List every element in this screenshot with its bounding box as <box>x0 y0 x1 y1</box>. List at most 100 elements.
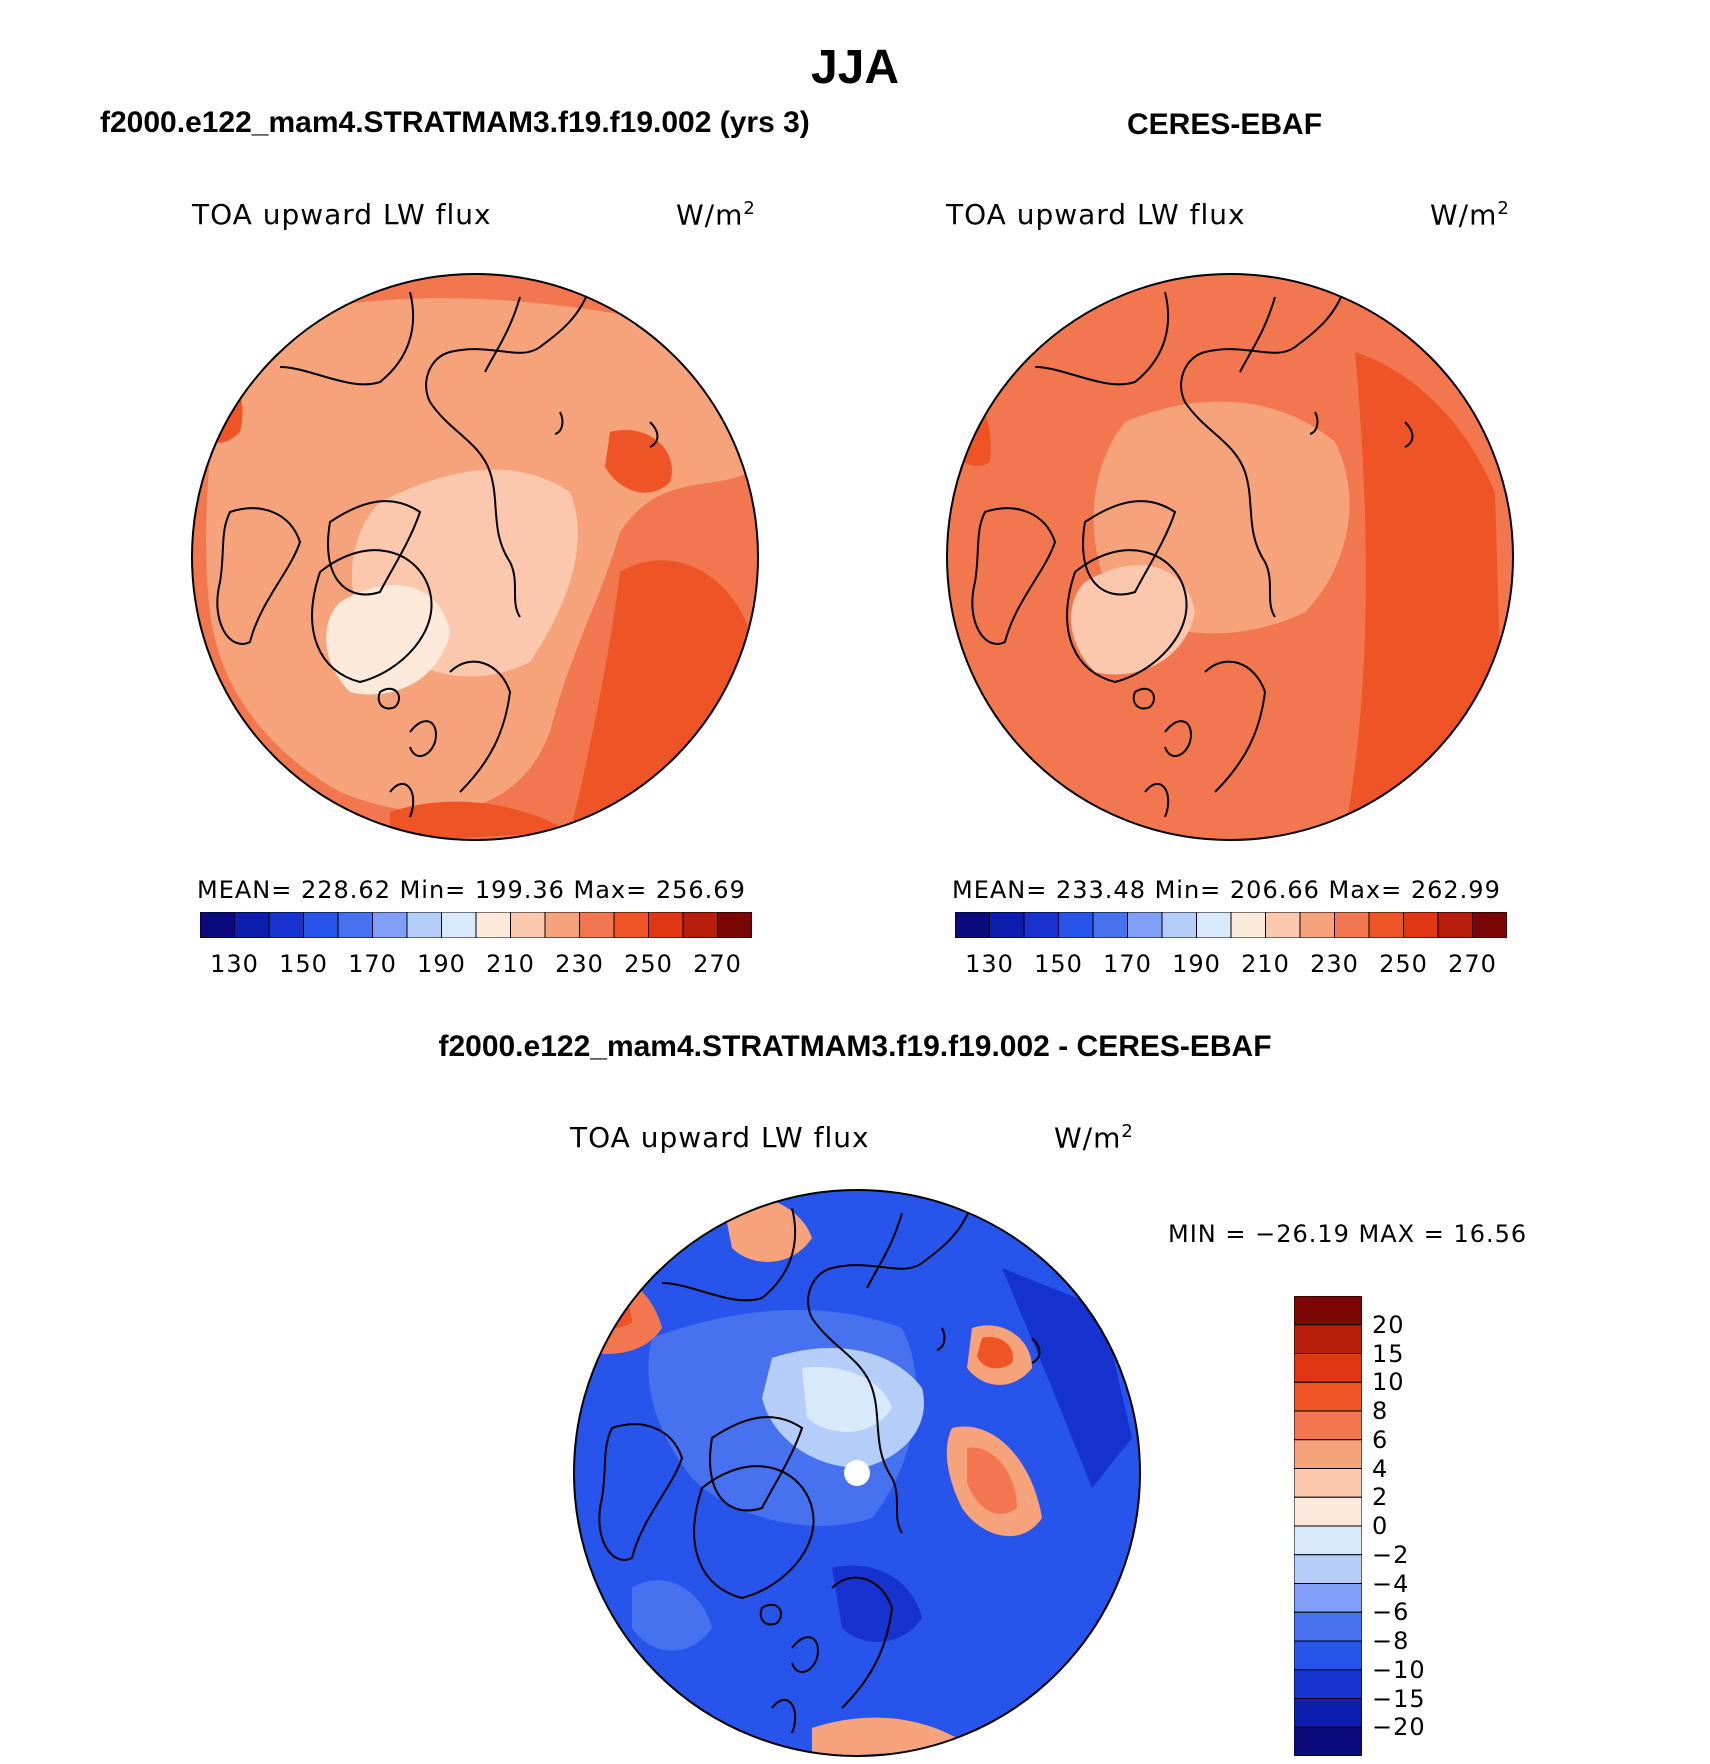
colorbar-swatch <box>1023 912 1059 938</box>
panel-model-units: W/m2 <box>676 198 756 232</box>
panel-obs-variable: TOA upward LW flux <box>946 198 1246 231</box>
colorbar-swatch <box>1294 1353 1362 1383</box>
colorbar-obs-labels: 130 150 170 190 210 230 250 270 <box>955 950 1507 980</box>
colorbar-swatch <box>510 912 546 938</box>
colorbar-swatch <box>234 912 270 938</box>
colorbar-swatch <box>1161 912 1197 938</box>
figure-title: JJA <box>810 41 900 94</box>
difference-title: f2000.e122_mam4.STRATMAM3.f19.f19.002 - … <box>438 1030 1272 1063</box>
colorbar-swatch <box>1368 912 1404 938</box>
panel-obs-title: CERES-EBAF <box>1127 108 1323 141</box>
colorbar-tick-label: 20 <box>1372 1310 1405 1339</box>
colorbar-swatch <box>372 912 408 938</box>
colorbar-tick-label: 250 <box>624 950 673 978</box>
colorbar-swatch <box>1294 1669 1362 1699</box>
colorbar-swatch <box>303 912 339 938</box>
colorbar-model-labels: 130 150 170 190 210 230 250 270 <box>200 950 752 980</box>
colorbar-swatch <box>1092 912 1128 938</box>
colorbar-swatch <box>1294 1439 1362 1469</box>
colorbar-tick-label: 4 <box>1372 1454 1389 1483</box>
colorbar-swatch <box>1294 1583 1362 1613</box>
colorbar-swatch <box>406 912 442 938</box>
colorbar-swatch <box>1294 1726 1362 1756</box>
colorbar-swatch <box>989 912 1025 938</box>
colorbar-swatch <box>648 912 684 938</box>
colorbar-tick-label: 0 <box>1372 1512 1389 1540</box>
colorbar-swatch <box>268 912 304 938</box>
polar-map-model <box>191 273 759 841</box>
colorbar-tick-label: 270 <box>693 950 742 978</box>
colorbar-swatch <box>1403 912 1439 938</box>
colorbar-tick-label: −15 <box>1372 1684 1426 1713</box>
colorbar-tick-label: 130 <box>965 950 1014 978</box>
colorbar-swatch <box>1294 1410 1362 1441</box>
colorbar-model <box>200 912 752 938</box>
panel-obs-stats: MEAN= 233.48 Min= 206.66 Max= 262.99 <box>952 876 1501 904</box>
colorbar-tick-label: 6 <box>1372 1425 1389 1454</box>
colorbar-tick-label: −10 <box>1372 1655 1426 1684</box>
panel-obs-units: W/m2 <box>1430 198 1510 232</box>
colorbar-tick-label: 230 <box>555 950 604 978</box>
colorbar-tick-label: 10 <box>1372 1368 1405 1397</box>
colorbar-swatch <box>1294 1324 1362 1354</box>
colorbar-tick-label: −20 <box>1372 1713 1426 1742</box>
colorbar-tick-label: 270 <box>1448 950 1497 978</box>
colorbar-tick-label: −6 <box>1372 1598 1410 1627</box>
colorbar-difference-labels: 20 15 10 8 6 4 2 0 −2 −4 −6 −8 −10 −15 −20 <box>1372 1296 1452 1756</box>
colorbar-swatch <box>1058 912 1094 938</box>
panel-model-title: f2000.e122_mam4.STRATMAM3.f19.f19.002 (y… <box>100 106 810 139</box>
colorbar-tick-label: 8 <box>1372 1397 1389 1425</box>
colorbar-swatch <box>1294 1525 1362 1556</box>
colorbar-swatch <box>579 912 615 938</box>
colorbar-tick-label: 210 <box>486 950 535 978</box>
colorbar-swatch <box>717 912 752 938</box>
colorbar-tick-label: 150 <box>279 950 328 978</box>
colorbar-swatch <box>1294 1640 1362 1671</box>
colorbar-tick-label: 230 <box>1310 950 1359 978</box>
colorbar-swatch <box>1196 912 1232 938</box>
colorbar-tick-label: −4 <box>1372 1569 1410 1598</box>
colorbar-tick-label: −8 <box>1372 1627 1410 1655</box>
panel-model-stats: MEAN= 228.62 Min= 199.36 Max= 256.69 <box>197 876 746 904</box>
polar-map-obs <box>946 273 1514 841</box>
colorbar-swatch <box>1294 1381 1362 1412</box>
colorbar-swatch <box>1230 912 1266 938</box>
difference-variable: TOA upward LW flux <box>570 1121 870 1154</box>
colorbar-tick-label: 190 <box>417 950 466 978</box>
colorbar-obs <box>955 912 1507 938</box>
colorbar-swatch <box>1294 1296 1362 1326</box>
colorbar-tick-label: 130 <box>210 950 259 978</box>
colorbar-swatch <box>1294 1468 1362 1498</box>
colorbar-tick-label: 210 <box>1241 950 1290 978</box>
colorbar-swatch <box>1127 912 1163 938</box>
colorbar-swatch <box>544 912 580 938</box>
colorbar-tick-label: 170 <box>348 950 397 978</box>
colorbar-tick-label: 2 <box>1372 1483 1389 1512</box>
polar-map-difference <box>573 1189 1141 1757</box>
colorbar-swatch <box>1472 912 1507 938</box>
colorbar-swatch <box>955 912 990 938</box>
panel-model-variable: TOA upward LW flux <box>192 198 492 231</box>
colorbar-swatch <box>1334 912 1370 938</box>
colorbar-tick-label: 15 <box>1372 1339 1405 1368</box>
colorbar-tick-label: 190 <box>1172 950 1221 978</box>
colorbar-swatch <box>1437 912 1473 938</box>
colorbar-swatch <box>1294 1698 1362 1728</box>
colorbar-swatch <box>337 912 373 938</box>
difference-units: W/m2 <box>1054 1121 1134 1155</box>
colorbar-swatch <box>682 912 718 938</box>
colorbar-difference <box>1294 1296 1362 1756</box>
colorbar-swatch <box>1265 912 1301 938</box>
colorbar-tick-label: −2 <box>1372 1540 1410 1569</box>
colorbar-swatch <box>441 912 477 938</box>
colorbar-swatch <box>200 912 235 938</box>
colorbar-swatch <box>1294 1554 1362 1584</box>
colorbar-swatch <box>1294 1611 1362 1642</box>
colorbar-swatch <box>1294 1496 1362 1527</box>
colorbar-swatch <box>475 912 511 938</box>
colorbar-tick-label: 150 <box>1034 950 1083 978</box>
colorbar-swatch <box>1299 912 1335 938</box>
colorbar-tick-label: 170 <box>1103 950 1152 978</box>
colorbar-swatch <box>613 912 649 938</box>
colorbar-tick-label: 250 <box>1379 950 1428 978</box>
